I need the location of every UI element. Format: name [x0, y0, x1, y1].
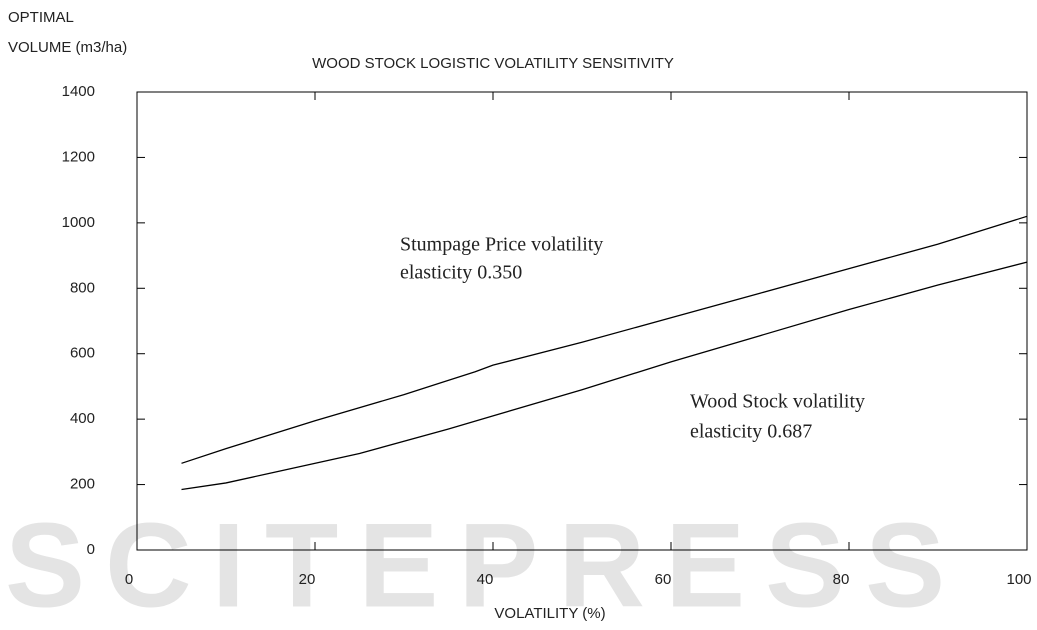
y-tick-label: 600 — [70, 345, 95, 362]
x-axis-label: VOLATILITY (%) — [494, 605, 605, 622]
y-axis-label: OPTIMAL — [8, 9, 74, 26]
y-tick-label: 1400 — [62, 83, 95, 100]
chart-title: WOOD STOCK LOGISTIC VOLATILITY SENSITIVI… — [312, 55, 674, 72]
line — [181, 261, 1028, 491]
x-tick-label: 80 — [833, 571, 850, 588]
annotation: Wood Stock volatility — [690, 391, 865, 413]
y-tick-label: 1200 — [62, 148, 95, 165]
annotation: elasticity 0.687 — [690, 421, 812, 443]
line — [181, 215, 1028, 464]
x-tick-label: 60 — [655, 571, 672, 588]
y-tick-label: 1000 — [62, 214, 95, 231]
annotation: elasticity 0.350 — [400, 262, 522, 284]
y-tick-label: 800 — [70, 279, 95, 296]
plot-frame — [136, 91, 1028, 551]
y-tick-label: 200 — [70, 476, 95, 493]
y-tick-label: 400 — [70, 410, 95, 427]
annotation: Stumpage Price volatility — [400, 234, 603, 256]
x-tick-label: 40 — [477, 571, 494, 588]
watermark: SCITEPRESS — [5, 499, 965, 630]
y-tick-label: 0 — [87, 541, 95, 558]
x-tick-label: 0 — [125, 571, 133, 588]
x-tick-label: 100 — [1006, 571, 1031, 588]
x-tick-label: 20 — [299, 571, 316, 588]
y-axis-label: VOLUME (m3/ha) — [8, 39, 127, 56]
